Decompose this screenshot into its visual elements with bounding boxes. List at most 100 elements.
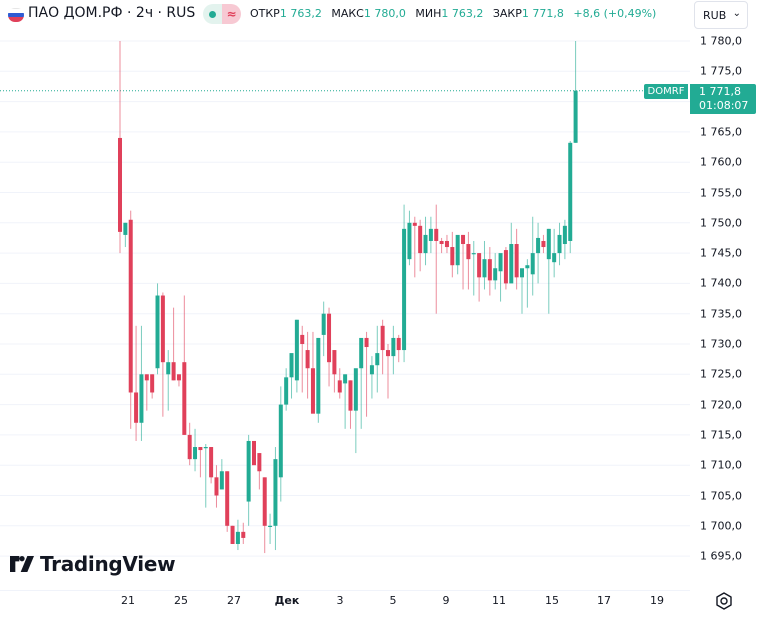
candle[interactable] xyxy=(471,240,476,296)
candle[interactable] xyxy=(225,471,230,532)
candle[interactable] xyxy=(294,319,299,393)
candle[interactable] xyxy=(525,259,530,308)
candle[interactable] xyxy=(327,307,332,387)
candle[interactable] xyxy=(407,210,412,266)
time-axis[interactable]: 21 25 27 Дек 3 5 9 11 15 17 19 xyxy=(0,590,690,617)
candle[interactable] xyxy=(412,216,417,278)
candle[interactable] xyxy=(262,477,267,554)
candle[interactable] xyxy=(187,422,192,466)
candle[interactable] xyxy=(428,216,433,254)
candle[interactable] xyxy=(364,331,369,417)
candle[interactable] xyxy=(396,334,401,363)
candle[interactable] xyxy=(171,307,176,381)
candle[interactable] xyxy=(252,440,256,466)
candle[interactable] xyxy=(160,292,165,417)
candle[interactable] xyxy=(439,237,444,254)
time-tick-label: 19 xyxy=(650,594,664,607)
candle[interactable] xyxy=(503,247,508,290)
candle[interactable] xyxy=(182,295,187,435)
candle[interactable] xyxy=(482,240,487,290)
candle[interactable] xyxy=(493,253,498,290)
candle[interactable] xyxy=(509,222,514,284)
candle[interactable] xyxy=(402,204,407,363)
candle[interactable] xyxy=(128,210,133,429)
candle[interactable] xyxy=(455,234,460,275)
candle[interactable] xyxy=(386,344,390,399)
delayed-data-icon[interactable]: ≈ xyxy=(222,4,241,24)
candle[interactable] xyxy=(487,247,492,296)
candle[interactable] xyxy=(568,140,573,254)
candle[interactable] xyxy=(155,283,160,375)
candle[interactable] xyxy=(144,374,149,411)
candle[interactable] xyxy=(337,368,342,399)
candle[interactable] xyxy=(514,228,519,290)
candle[interactable] xyxy=(203,443,208,508)
candle[interactable] xyxy=(530,216,535,296)
candle[interactable] xyxy=(268,513,273,544)
candle[interactable] xyxy=(209,447,214,484)
candle[interactable] xyxy=(359,337,364,429)
candle[interactable] xyxy=(375,325,380,393)
candle[interactable] xyxy=(176,374,181,387)
candle[interactable] xyxy=(450,231,455,278)
candle[interactable] xyxy=(541,234,546,254)
candle[interactable] xyxy=(477,253,482,302)
candle[interactable] xyxy=(380,319,385,375)
candle[interactable] xyxy=(573,41,578,143)
candle[interactable] xyxy=(369,356,374,399)
candle[interactable] xyxy=(150,374,155,399)
status-indicators[interactable]: ≈ xyxy=(203,4,241,24)
candle[interactable] xyxy=(552,228,557,278)
candle[interactable] xyxy=(332,350,337,393)
candle[interactable] xyxy=(353,368,358,454)
candle[interactable] xyxy=(418,219,423,272)
candle[interactable] xyxy=(123,222,128,248)
candle[interactable] xyxy=(284,368,289,411)
market-open-dot-icon[interactable] xyxy=(203,4,222,24)
candle[interactable] xyxy=(562,219,567,260)
candle[interactable] xyxy=(391,325,396,375)
candle[interactable] xyxy=(316,337,321,423)
candle[interactable] xyxy=(348,380,353,429)
price-tick-label: 1 730,0 xyxy=(700,337,742,351)
candle[interactable] xyxy=(305,331,310,399)
price-tick-label: 1 755,0 xyxy=(700,186,742,199)
candle[interactable] xyxy=(198,447,203,478)
candle[interactable] xyxy=(466,231,471,290)
candle[interactable] xyxy=(498,253,503,302)
candle[interactable] xyxy=(310,331,315,414)
candle[interactable] xyxy=(444,234,449,254)
candle[interactable] xyxy=(219,459,224,490)
candle[interactable] xyxy=(520,268,524,314)
candle[interactable] xyxy=(536,222,541,284)
currency-select[interactable]: RUB ⌄ xyxy=(694,1,748,29)
candle[interactable] xyxy=(134,325,139,441)
candle[interactable] xyxy=(273,447,278,551)
candle[interactable] xyxy=(343,374,348,429)
gear-icon[interactable] xyxy=(714,591,734,611)
candle[interactable] xyxy=(278,386,283,502)
candle[interactable] xyxy=(300,325,305,393)
candle[interactable] xyxy=(235,519,240,551)
symbol-title[interactable]: ПАО ДОМ.РФ · 2ч · RUS xyxy=(28,5,196,21)
candle[interactable] xyxy=(139,325,144,441)
candle[interactable] xyxy=(557,222,562,266)
candle[interactable] xyxy=(423,216,428,266)
candle[interactable] xyxy=(241,522,246,544)
candle[interactable] xyxy=(230,525,235,544)
candle[interactable] xyxy=(434,204,439,314)
candle[interactable] xyxy=(321,301,326,357)
candle[interactable] xyxy=(289,353,294,399)
candle[interactable] xyxy=(214,465,219,508)
price-tick-label: 1 710,0 xyxy=(700,458,742,472)
candle[interactable] xyxy=(246,434,251,526)
candle[interactable] xyxy=(546,228,551,314)
candle[interactable] xyxy=(166,350,171,411)
candlestick-plot[interactable] xyxy=(0,30,690,590)
price-axis[interactable]: 1 780,01 775,01 770,01 765,01 760,01 755… xyxy=(690,30,758,590)
tradingview-logo[interactable]: TradingView xyxy=(10,552,176,576)
candle[interactable] xyxy=(257,453,262,490)
candle[interactable] xyxy=(461,234,466,290)
candle[interactable] xyxy=(193,428,198,472)
candle[interactable] xyxy=(118,41,122,254)
